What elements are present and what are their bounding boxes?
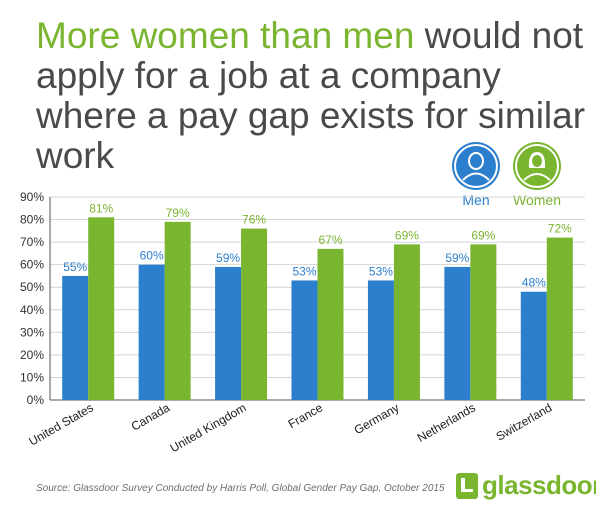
bar-men	[138, 264, 165, 400]
y-tick-label: 0%	[27, 393, 45, 407]
data-label-women: 69%	[395, 228, 419, 242]
legend-men: Men	[446, 142, 506, 208]
data-label-women: 76%	[242, 213, 266, 227]
data-label-men: 48%	[522, 276, 546, 290]
legend-women: Women	[507, 142, 567, 208]
x-category-label: Germany	[352, 400, 402, 437]
bar-women	[393, 244, 420, 400]
x-category-label: Netherlands	[415, 400, 478, 444]
y-tick-label: 40%	[20, 303, 44, 317]
x-category-label: Canada	[129, 400, 173, 433]
bar-women	[470, 244, 497, 400]
data-label-men: 59%	[216, 251, 240, 265]
data-label-men: 53%	[369, 264, 393, 278]
man-icon	[452, 142, 500, 190]
woman-icon	[513, 142, 561, 190]
data-label-women: 67%	[318, 233, 342, 247]
bar-men	[215, 266, 242, 400]
title-highlight: More women than men	[36, 15, 415, 56]
y-tick-label: 20%	[20, 348, 44, 362]
x-category-label: United States	[26, 400, 95, 448]
glassdoor-mark-icon	[456, 472, 478, 499]
data-label-women: 72%	[548, 222, 572, 236]
bar-men	[291, 280, 318, 400]
bar-men	[444, 266, 471, 400]
data-label-men: 53%	[292, 264, 316, 278]
title-rest: would not apply for a job at a company w…	[36, 15, 586, 176]
y-tick-label: 10%	[20, 370, 44, 384]
bar-women	[241, 228, 268, 400]
bar-chart: 0% 10% 20% 30% 40% 50% 60% 70% 80% 90% 55% 81% Unite…	[20, 190, 585, 455]
legend-label-men: Men	[462, 192, 490, 208]
bar-men	[367, 280, 394, 400]
bar-men	[62, 275, 89, 400]
x-category-label: United Kingdom	[168, 400, 249, 455]
y-tick-label: 90%	[20, 190, 44, 204]
glassdoor-logo: glassdoor•	[456, 470, 596, 501]
bar-men	[520, 291, 547, 400]
data-label-women: 81%	[89, 201, 113, 215]
legend-label-women: Women	[513, 192, 561, 208]
data-label-women: 79%	[166, 206, 190, 220]
data-label-men: 59%	[445, 251, 469, 265]
brand-name: glassdoor	[482, 470, 596, 500]
y-tick-label: 60%	[20, 258, 44, 272]
bar-women	[88, 217, 115, 400]
x-category-label: France	[286, 400, 326, 431]
bar-women	[317, 248, 344, 400]
y-tick-label: 30%	[20, 325, 44, 339]
x-category-label: Switzerland	[494, 400, 555, 443]
data-label-men: 60%	[140, 249, 164, 263]
bar-women	[546, 237, 573, 400]
source-note: Source: Glassdoor Survey Conducted by Ha…	[36, 483, 445, 494]
chart-title: More women than men would not apply for …	[36, 16, 586, 176]
y-tick-label: 70%	[20, 235, 44, 249]
data-label-women: 69%	[471, 228, 495, 242]
y-tick-label: 80%	[20, 213, 44, 227]
y-tick-label: 50%	[20, 280, 44, 294]
bar-women	[164, 221, 191, 400]
data-label-men: 55%	[63, 260, 87, 274]
